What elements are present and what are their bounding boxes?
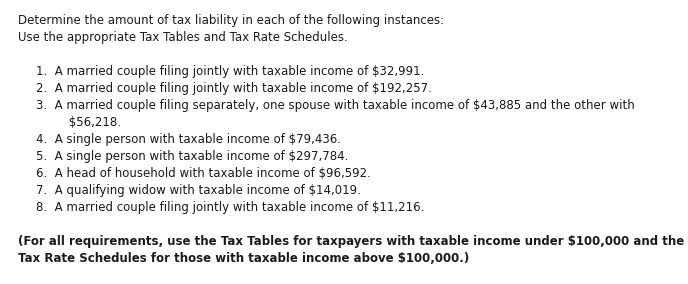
Text: 6.  A head of household with taxable income of $96,592.: 6. A head of household with taxable inco… — [36, 167, 371, 180]
Text: 8.  A married couple filing jointly with taxable income of $11,216.: 8. A married couple filing jointly with … — [36, 201, 424, 214]
Text: 5.  A single person with taxable income of $297,784.: 5. A single person with taxable income o… — [36, 150, 348, 163]
Text: Use the appropriate Tax Tables and Tax Rate Schedules.: Use the appropriate Tax Tables and Tax R… — [18, 31, 347, 44]
Text: 2.  A married couple filing jointly with taxable income of $192,257.: 2. A married couple filing jointly with … — [36, 82, 432, 95]
Text: 7.  A qualifying widow with taxable income of $14,019.: 7. A qualifying widow with taxable incom… — [36, 184, 361, 197]
Text: Determine the amount of tax liability in each of the following instances:: Determine the amount of tax liability in… — [18, 14, 444, 27]
Text: Tax Rate Schedules for those with taxable income above $100,000.): Tax Rate Schedules for those with taxabl… — [18, 252, 469, 265]
Text: 3.  A married couple filing separately, one spouse with taxable income of $43,88: 3. A married couple filing separately, o… — [36, 99, 635, 112]
Text: $56,218.: $56,218. — [50, 116, 121, 129]
Text: 1.  A married couple filing jointly with taxable income of $32,991.: 1. A married couple filing jointly with … — [36, 65, 424, 78]
Text: (For all requirements, use the Tax Tables for taxpayers with taxable income unde: (For all requirements, use the Tax Table… — [18, 235, 685, 248]
Text: 4.  A single person with taxable income of $79,436.: 4. A single person with taxable income o… — [36, 133, 341, 146]
